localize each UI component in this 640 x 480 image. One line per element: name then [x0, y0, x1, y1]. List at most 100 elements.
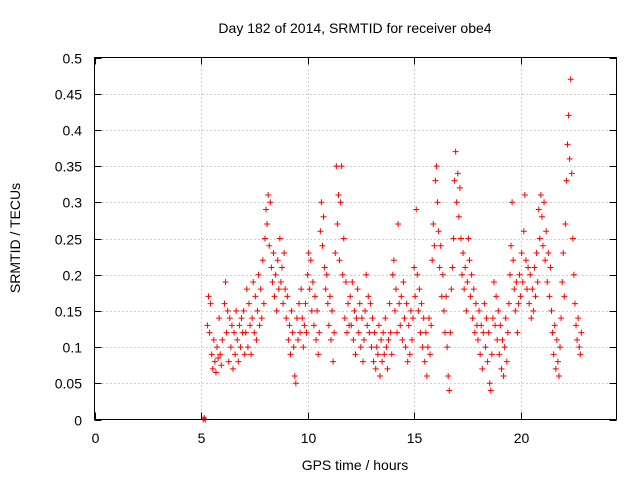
data-point — [410, 315, 417, 322]
data-point — [500, 373, 507, 380]
data-point — [258, 315, 265, 322]
data-point — [368, 344, 375, 351]
data-point — [361, 336, 368, 343]
x-tick-label: 5 — [198, 430, 206, 446]
data-point — [314, 307, 321, 314]
data-point — [520, 228, 527, 235]
data-point — [235, 358, 242, 365]
data-point — [313, 336, 320, 343]
data-point — [283, 315, 290, 322]
data-point — [424, 344, 431, 351]
data-point — [247, 322, 254, 329]
data-point — [305, 249, 312, 256]
x-tick-label: 0 — [92, 430, 100, 446]
data-point — [244, 344, 251, 351]
data-point — [517, 293, 524, 300]
data-point — [566, 155, 573, 162]
data-point — [392, 286, 399, 293]
data-point — [383, 344, 390, 351]
data-point — [211, 358, 218, 365]
y-axis-label: SRMTID / TECUs — [7, 183, 23, 293]
x-axis-label: GPS time / hours — [302, 457, 409, 473]
data-point — [526, 300, 533, 307]
data-point — [448, 286, 455, 293]
data-point — [348, 322, 355, 329]
data-point — [253, 336, 260, 343]
data-point — [459, 271, 466, 278]
data-point — [516, 271, 523, 278]
data-point — [214, 344, 221, 351]
data-point — [515, 300, 522, 307]
data-point — [429, 257, 436, 264]
data-point — [402, 344, 409, 351]
data-point — [319, 242, 326, 249]
x-tick-label: 10 — [301, 430, 317, 446]
data-point — [531, 264, 538, 271]
data-point — [369, 315, 376, 322]
data-point — [475, 336, 482, 343]
data-point — [476, 307, 483, 314]
data-point — [398, 293, 405, 300]
data-point — [206, 329, 213, 336]
data-point — [251, 329, 258, 336]
data-point — [561, 293, 568, 300]
y-tick-label: 0.4 — [63, 123, 83, 139]
data-point — [349, 278, 356, 285]
data-point — [433, 163, 440, 170]
data-point — [384, 365, 391, 372]
data-point — [298, 286, 305, 293]
data-point — [502, 315, 509, 322]
data-point — [413, 206, 420, 213]
data-point — [273, 307, 280, 314]
data-point — [464, 278, 471, 285]
data-point — [332, 249, 339, 256]
data-point — [419, 344, 426, 351]
data-point — [555, 373, 562, 380]
data-point — [503, 358, 510, 365]
data-point — [453, 199, 460, 206]
data-point — [499, 336, 506, 343]
data-point — [527, 271, 534, 278]
data-point — [362, 307, 369, 314]
data-point — [318, 199, 325, 206]
data-point — [337, 199, 344, 206]
data-point — [321, 264, 328, 271]
data-point — [278, 264, 285, 271]
data-point — [498, 365, 505, 372]
data-point — [537, 192, 544, 199]
data-point — [513, 278, 520, 285]
data-point — [542, 257, 549, 264]
data-point — [290, 344, 297, 351]
data-point — [492, 322, 499, 329]
data-point — [447, 329, 454, 336]
data-point — [525, 264, 532, 271]
data-point — [444, 344, 451, 351]
data-point — [342, 278, 349, 285]
data-point — [315, 351, 322, 358]
x-tick-labels: 0 5 10 15 20 — [92, 430, 530, 446]
data-point — [310, 322, 317, 329]
data-point — [452, 148, 459, 155]
y-tick-label: 0.1 — [63, 340, 83, 356]
data-point — [304, 271, 311, 278]
data-point — [421, 358, 428, 365]
data-point — [277, 278, 284, 285]
data-point — [282, 286, 289, 293]
data-point — [390, 257, 397, 264]
data-point — [366, 329, 373, 336]
data-point — [242, 329, 249, 336]
data-point — [443, 293, 450, 300]
data-point — [417, 329, 424, 336]
data-point — [267, 199, 274, 206]
data-point — [234, 336, 241, 343]
data-point — [570, 271, 577, 278]
data-point — [568, 170, 575, 177]
data-point — [451, 177, 458, 184]
data-point — [554, 358, 561, 365]
data-point — [381, 351, 388, 358]
data-point — [479, 365, 486, 372]
data-point — [294, 336, 301, 343]
data-point — [302, 300, 309, 307]
data-point — [436, 264, 443, 271]
data-point — [575, 315, 582, 322]
